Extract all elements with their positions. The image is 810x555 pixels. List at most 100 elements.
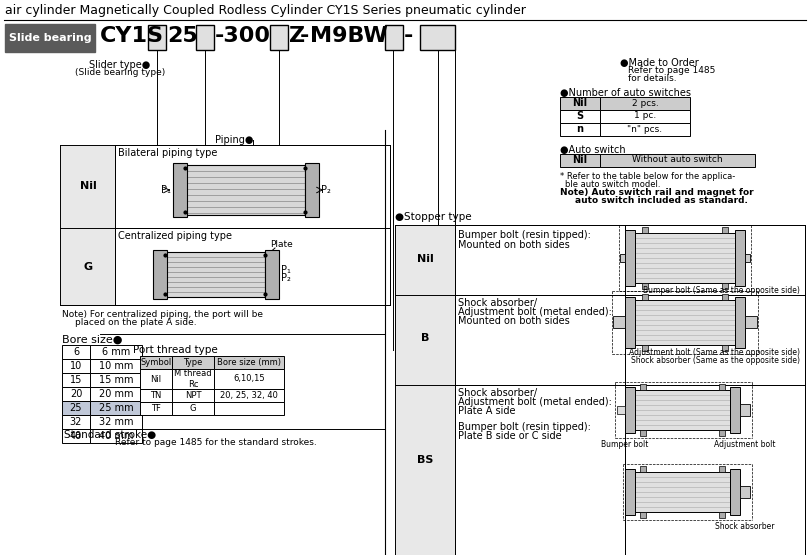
Text: Adjustment bolt (metal ended):: Adjustment bolt (metal ended): [458, 307, 612, 317]
Bar [214, 356, 284, 369]
Text: Note) For centralized piping, the port will be: Note) For centralized piping, the port w… [62, 310, 263, 319]
Bar [719, 384, 725, 390]
Text: Shock absorber/: Shock absorber/ [458, 298, 537, 308]
Text: TN: TN [151, 391, 162, 400]
Bar [420, 25, 455, 50]
Bar [140, 369, 172, 389]
Text: 20, 25, 32, 40: 20, 25, 32, 40 [220, 391, 278, 400]
Bar [560, 123, 600, 136]
Bar [719, 430, 725, 436]
Bar [560, 154, 600, 167]
Text: -: - [300, 26, 309, 46]
Text: Nil: Nil [573, 98, 587, 108]
Text: Adjustment bolt: Adjustment bolt [714, 440, 776, 449]
Bar [90, 387, 142, 401]
Bar [617, 406, 625, 414]
Bar [740, 404, 750, 416]
Text: 20 mm: 20 mm [99, 389, 134, 399]
Text: Nil: Nil [151, 375, 161, 384]
Text: Slider type●: Slider type● [89, 60, 151, 70]
Text: Piping●: Piping● [215, 135, 253, 145]
Text: ●Stopper type: ●Stopper type [395, 212, 471, 222]
Text: ●Number of auto switches: ●Number of auto switches [560, 88, 691, 98]
Text: Bore size●: Bore size● [62, 335, 122, 345]
Bar [642, 227, 648, 233]
Bar [90, 429, 142, 443]
Bar [90, 359, 142, 373]
Bar [165, 252, 265, 297]
Bar [640, 384, 646, 390]
Text: n: n [577, 124, 583, 134]
Text: M thread
Rc: M thread Rc [174, 369, 211, 388]
Text: Bumper bolt (Same as the opposite side): Bumper bolt (Same as the opposite side) [643, 286, 800, 295]
Text: Nil: Nil [573, 155, 587, 165]
Bar [265, 250, 279, 299]
Text: 15 mm: 15 mm [99, 375, 134, 385]
Text: Shock absorber (Same as the opposite side): Shock absorber (Same as the opposite sid… [631, 356, 800, 365]
Bar [90, 345, 142, 359]
Bar [148, 25, 166, 50]
Bar [635, 472, 730, 512]
Text: placed on the plate A side.: placed on the plate A side. [75, 318, 197, 327]
Bar [385, 25, 403, 50]
Bar [635, 300, 735, 345]
Bar [60, 145, 115, 228]
Bar [5, 24, 95, 52]
Bar [735, 230, 745, 286]
Bar [90, 373, 142, 387]
Bar [625, 230, 635, 286]
Bar [730, 387, 740, 433]
Bar [62, 415, 90, 429]
Text: B: B [421, 333, 429, 343]
Bar [214, 369, 284, 389]
Text: 10: 10 [70, 361, 82, 371]
Text: ●Made to Order: ●Made to Order [620, 58, 699, 68]
Text: 6,10,15: 6,10,15 [233, 375, 265, 384]
Text: 25: 25 [70, 403, 83, 413]
Bar [635, 390, 730, 430]
Text: Shock absorber/: Shock absorber/ [458, 388, 537, 398]
Text: Centralized piping type: Centralized piping type [118, 231, 232, 241]
Bar [600, 154, 755, 167]
Text: 32 mm: 32 mm [99, 417, 134, 427]
Bar [172, 389, 214, 402]
Text: Bumper bolt (resin tipped):: Bumper bolt (resin tipped): [458, 422, 590, 432]
Text: M9BW: M9BW [310, 26, 388, 46]
Bar [722, 294, 728, 300]
Bar [642, 345, 648, 351]
Bar [395, 225, 805, 555]
Text: Note) Auto switch rail and magnet for: Note) Auto switch rail and magnet for [560, 188, 753, 197]
Bar [722, 345, 728, 351]
Bar [625, 469, 635, 515]
Bar [214, 402, 284, 415]
Text: Slide bearing: Slide bearing [9, 33, 92, 43]
Text: (Slide bearing type): (Slide bearing type) [75, 68, 165, 77]
Text: BS: BS [417, 455, 433, 465]
Text: Plate: Plate [270, 240, 292, 249]
Text: * Refer to the table below for the applica-: * Refer to the table below for the appli… [560, 172, 735, 181]
Bar [719, 466, 725, 472]
Bar [745, 316, 757, 328]
Text: CY1S: CY1S [100, 26, 164, 46]
Text: 6: 6 [73, 347, 79, 357]
Text: 10 mm: 10 mm [99, 361, 133, 371]
Bar [270, 25, 288, 50]
Bar [613, 316, 625, 328]
Bar [173, 163, 187, 217]
Bar [140, 356, 172, 369]
Bar [90, 415, 142, 429]
Text: Refer to page 1485 for the standard strokes.: Refer to page 1485 for the standard stro… [115, 438, 317, 447]
Text: P₁: P₁ [161, 185, 171, 195]
Bar [730, 469, 740, 515]
Bar [395, 225, 455, 295]
Text: 25: 25 [167, 26, 198, 46]
Text: Plate A side: Plate A side [458, 406, 515, 416]
Text: Nil: Nil [79, 181, 96, 191]
Text: TF: TF [151, 404, 161, 413]
Text: Mounted on both sides: Mounted on both sides [458, 240, 569, 250]
Text: G: G [190, 404, 196, 413]
Bar [153, 250, 167, 299]
Bar [640, 466, 646, 472]
Text: Nil: Nil [416, 254, 433, 264]
Bar [625, 387, 635, 433]
